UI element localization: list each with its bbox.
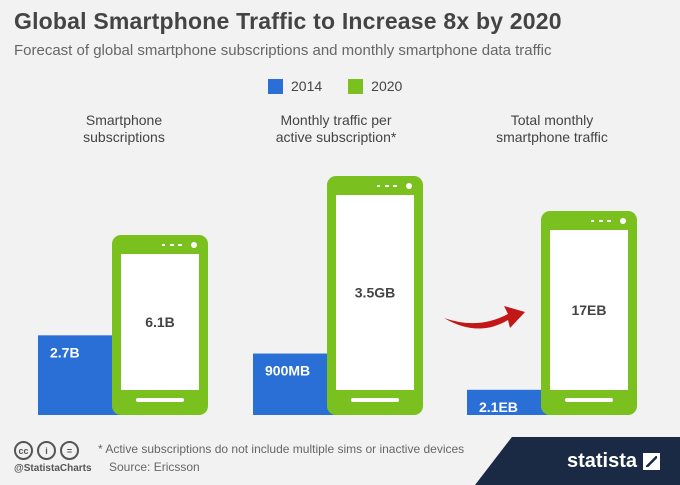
brand-name: statista <box>566 450 637 472</box>
phone-speaker-dot <box>377 185 380 187</box>
social-handle: @StatistaCharts <box>14 463 92 474</box>
license-icons: cc i = <box>14 441 79 460</box>
bar-label-2020-1: 3.5GB <box>355 285 395 301</box>
bar-2014-2 <box>467 389 553 415</box>
chart-title: Global Smartphone Traffic to Increase 8x… <box>14 8 562 34</box>
brand-logo[interactable]: statista <box>567 450 660 473</box>
phone-screen-2020-2 <box>550 230 628 390</box>
phone-speaker-dot <box>591 220 594 222</box>
category-label-line: subscriptions <box>83 129 165 145</box>
footnote: * Active subscriptions do not include mu… <box>98 442 465 456</box>
category-label-line: Smartphone <box>85 112 163 128</box>
noderivs-icon: = <box>60 441 79 460</box>
legend: 2014 2020 <box>268 78 402 94</box>
phone-speaker-dot <box>162 244 165 246</box>
phone-screen-2020-0 <box>121 254 199 390</box>
bar-label-2014-0: 2.7B <box>50 344 80 360</box>
bar-label-2014-1: 900MB <box>265 363 310 379</box>
bar-label-2020-2: 17EB <box>571 302 606 318</box>
phone-home-bar-1 <box>351 398 399 402</box>
phone-speaker-dot <box>393 185 397 187</box>
phone-home-bar-2 <box>565 398 613 402</box>
legend-item-2020: 2020 <box>348 78 402 94</box>
bar-label-2014-2: 2.1EB <box>479 399 518 415</box>
phone-speaker-dot <box>385 185 389 187</box>
bar-2014-0 <box>38 335 124 415</box>
category-label-total-traffic: Total monthly smartphone traffic <box>462 112 642 146</box>
statista-logo-icon <box>643 453 660 470</box>
phone-camera-dots-icon <box>191 242 197 248</box>
bar-2014-1 <box>253 353 339 415</box>
cc-icon: cc <box>14 441 33 460</box>
phone-camera-dots-icon <box>406 183 412 189</box>
curved-arrow-icon <box>444 306 525 329</box>
category-label-traffic-per-sub: Monthly traffic per active subscription* <box>246 112 426 146</box>
phone-speaker-dot <box>599 220 603 222</box>
legend-label-2020: 2020 <box>371 78 403 94</box>
bar-label-2020-0: 6.1B <box>145 314 175 330</box>
legend-item-2014: 2014 <box>268 78 322 94</box>
phone-speaker-dot <box>170 244 174 246</box>
category-label-line: Monthly traffic per <box>280 112 392 128</box>
phone-screen-2020-1 <box>336 195 414 390</box>
legend-label-2014: 2014 <box>291 78 323 94</box>
phone-speaker-dot <box>607 220 611 222</box>
legend-swatch-2020 <box>348 78 364 94</box>
phone-camera-dots-icon <box>620 218 626 224</box>
category-label-line: Total monthly <box>510 112 594 128</box>
chart-subtitle: Forecast of global smartphone subscripti… <box>14 42 552 59</box>
phone-home-bar-0 <box>136 398 184 402</box>
phone-speaker-dot <box>178 244 182 246</box>
category-label-line: smartphone traffic <box>496 129 608 145</box>
category-label-line: active subscription* <box>275 129 397 145</box>
source-note: Source: Ericsson <box>109 460 200 474</box>
attribution-icon: i <box>37 441 56 460</box>
legend-swatch-2014 <box>268 78 283 94</box>
category-label-subscriptions: Smartphone subscriptions <box>34 112 214 146</box>
